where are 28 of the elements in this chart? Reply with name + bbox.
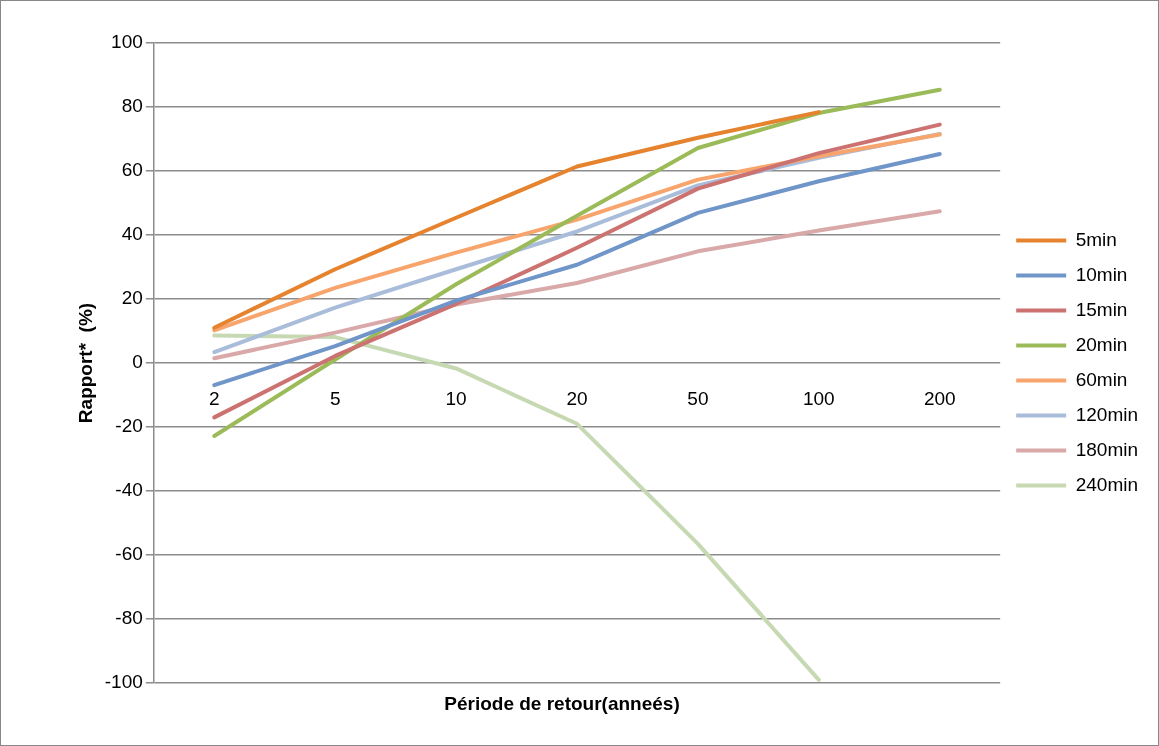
y-tick-label: 100 xyxy=(111,31,143,53)
y-tick-label: -20 xyxy=(115,415,143,437)
y-tick-label: -60 xyxy=(115,543,143,565)
legend-label: 10min xyxy=(1075,263,1128,285)
y-tick-label: 0 xyxy=(132,351,143,373)
legend-label: 60min xyxy=(1075,368,1128,390)
legend-label: 5min xyxy=(1075,228,1117,250)
x-tick-label: 10 xyxy=(445,387,467,409)
y-tick-label: -40 xyxy=(115,479,143,501)
legend-label: 240min xyxy=(1075,473,1139,495)
legend-label: 180min xyxy=(1075,438,1139,460)
y-axis-title: Rapport* (%) xyxy=(74,302,96,424)
y-tick-label: 80 xyxy=(121,95,143,117)
x-tick-label: 100 xyxy=(802,387,835,409)
x-tick-label: 5 xyxy=(329,387,341,409)
y-tick-label: -100 xyxy=(104,671,143,693)
x-axis-title: Période de retour(anneés) xyxy=(443,693,681,715)
y-tick-label: 20 xyxy=(121,287,143,309)
x-tick-label: 50 xyxy=(687,387,709,409)
x-tick-label: 200 xyxy=(923,387,956,409)
y-tick-label: 40 xyxy=(121,223,143,245)
x-tick-label: 20 xyxy=(566,387,588,409)
legend-label: 120min xyxy=(1075,403,1139,425)
legend-label: 15min xyxy=(1075,298,1128,320)
x-tick-label: 2 xyxy=(208,387,220,409)
legend-label: 20min xyxy=(1075,333,1128,355)
y-tick-label: 60 xyxy=(121,159,143,181)
y-tick-label: -80 xyxy=(115,607,143,629)
